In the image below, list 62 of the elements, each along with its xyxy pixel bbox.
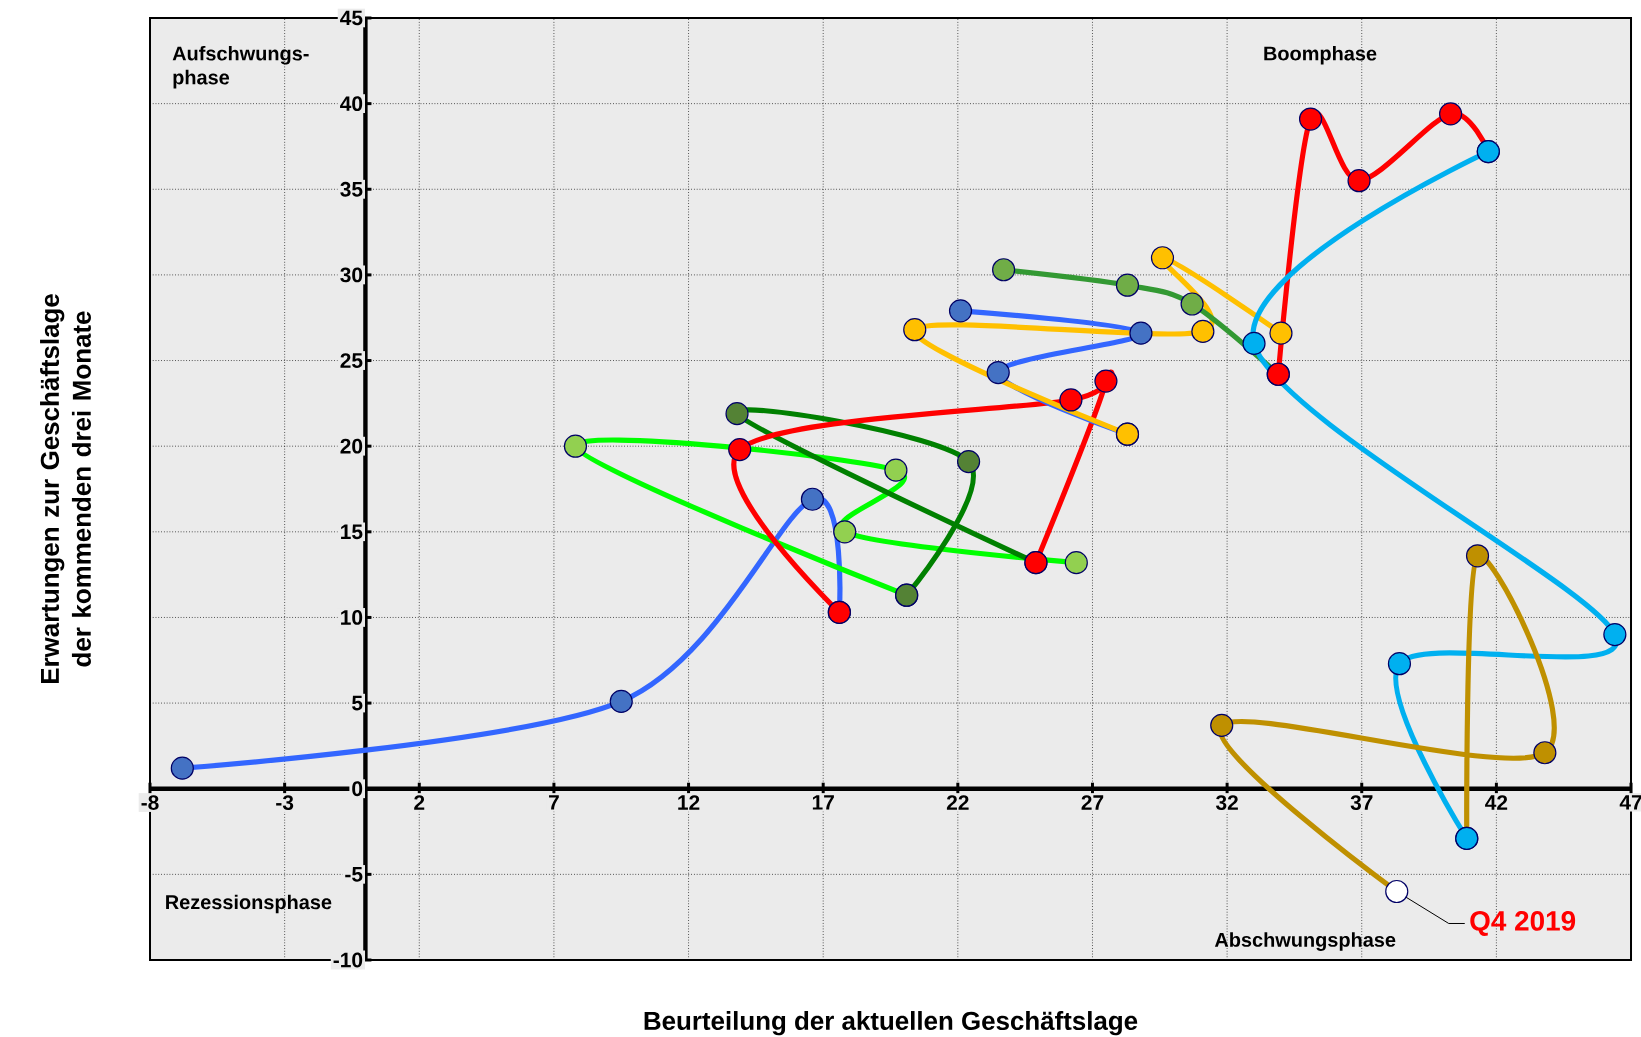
point <box>1191 319 1215 344</box>
y-tick-label: 0 <box>352 781 363 797</box>
x-tick-label: -8 <box>141 795 159 810</box>
point <box>1094 369 1118 393</box>
y-tick-label: 20 <box>340 438 363 454</box>
point <box>948 299 973 323</box>
point <box>1465 544 1490 568</box>
y-tick-label: 35 <box>340 181 363 197</box>
y-axis-title: Erwartungen zur Geschäftslage der kommenden drei Monate <box>40 294 91 684</box>
point <box>986 360 1010 385</box>
point <box>170 756 194 780</box>
point <box>1387 652 1412 676</box>
point <box>1533 741 1557 765</box>
point <box>1242 331 1266 356</box>
x-tick-label: -3 <box>276 795 294 810</box>
annotation: Rezessionsphase <box>166 894 332 914</box>
point <box>800 487 825 511</box>
x-tick-label: 2 <box>414 795 425 810</box>
point <box>1059 388 1083 412</box>
point <box>563 434 588 458</box>
x-tick-label: 7 <box>549 795 559 810</box>
point <box>609 689 633 713</box>
y-tick-label: -10 <box>333 952 363 968</box>
y-tick-label: 30 <box>340 267 363 283</box>
x-tick-label: 22 <box>946 795 969 810</box>
annotation: Boomphase <box>1264 45 1377 65</box>
point <box>1439 102 1463 126</box>
x-tick-label: 32 <box>1215 795 1238 810</box>
point <box>1269 321 1293 345</box>
y-tick-label: 25 <box>340 353 363 368</box>
point <box>884 458 908 482</box>
point <box>728 438 752 462</box>
annotation: Aufschwungs-phase <box>172 45 309 89</box>
point <box>957 449 981 474</box>
y-tick-label: -5 <box>345 867 363 882</box>
point <box>833 520 857 544</box>
point <box>903 318 927 342</box>
x-axis-title: Beurteilung der aktuellen Geschäftslage <box>644 1011 1138 1036</box>
y-tick-label: 40 <box>340 96 363 112</box>
point <box>1150 246 1175 270</box>
y-tick-label: 5 <box>352 695 363 711</box>
x-tick-label: 17 <box>812 795 834 810</box>
point <box>1385 879 1409 904</box>
point <box>1129 321 1153 345</box>
point <box>1347 169 1371 193</box>
point <box>1210 713 1234 737</box>
point <box>1064 551 1088 575</box>
point <box>1115 273 1140 297</box>
annotation: Q4 2019 <box>1470 910 1576 936</box>
x-tick-label: 42 <box>1485 795 1508 810</box>
annotation: Abschwungsphase <box>1214 932 1396 951</box>
point <box>725 402 749 426</box>
x-tick-label: 27 <box>1081 795 1104 810</box>
point <box>1180 292 1204 316</box>
y-tick-label: 45 <box>340 10 363 26</box>
x-tick-label: 12 <box>678 795 700 810</box>
x-tick-label: 47 <box>1619 795 1641 810</box>
x-tick-label: 37 <box>1350 795 1373 810</box>
y-tick-label: 15 <box>341 524 363 540</box>
y-tick-label: 10 <box>341 610 363 625</box>
point <box>1298 107 1323 131</box>
point <box>992 258 1016 282</box>
